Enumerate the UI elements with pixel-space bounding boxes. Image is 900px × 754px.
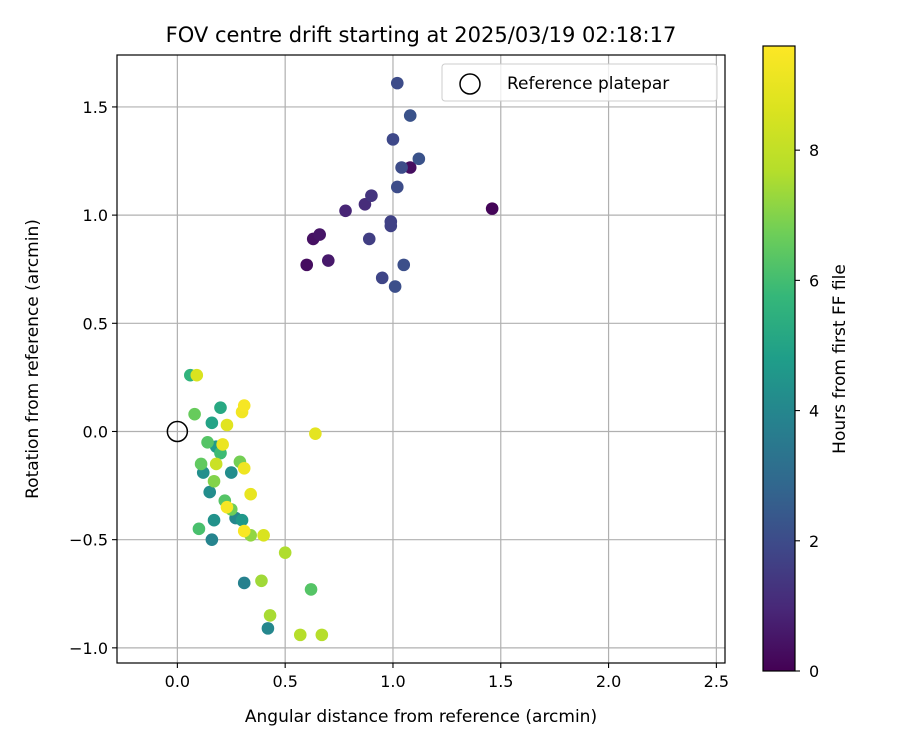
x-tick-label: 0.5	[272, 672, 297, 691]
data-point	[237, 524, 251, 538]
y-axis-ticks: −1.0 −0.5 0.0 0.5 1.0 1.5	[69, 98, 117, 658]
data-point	[216, 438, 229, 451]
colorbar-tick-label: 6	[809, 271, 819, 290]
data-point	[315, 628, 329, 642]
data-point	[220, 418, 234, 432]
data-point	[235, 513, 249, 527]
colorbar-gradient	[763, 46, 795, 671]
colorbar-tick-label: 8	[809, 141, 819, 160]
legend-box	[441, 63, 718, 102]
data-point	[244, 487, 257, 501]
data-point	[190, 368, 204, 382]
data-point	[188, 407, 201, 421]
data-point	[293, 628, 307, 642]
data-point	[358, 197, 372, 211]
x-tick-label: 2.0	[596, 672, 621, 691]
legend-label: Reference platepar	[507, 74, 669, 94]
data-point	[365, 189, 378, 202]
reference-platepar-marker	[166, 420, 189, 443]
y-tick-label: −0.5	[69, 531, 108, 550]
colorbar: 0 2 4 6 8 Hours from first FF file	[762, 45, 850, 681]
y-tick-label: −1.0	[69, 639, 108, 658]
y-tick-label: 0.5	[83, 314, 108, 333]
data-point	[397, 258, 411, 272]
data-point	[207, 474, 221, 488]
data-point	[201, 436, 214, 449]
legend: Reference platepar	[441, 63, 718, 102]
data-point	[384, 219, 398, 233]
data-point	[412, 152, 426, 166]
legend-marker-icon	[459, 73, 481, 95]
plot-frame	[116, 54, 726, 664]
data-point	[375, 271, 389, 285]
data-point	[339, 204, 352, 218]
y-tick-label: 1.5	[83, 98, 108, 117]
data-point	[321, 254, 335, 267]
data-point	[224, 466, 238, 479]
grid-lines	[117, 55, 725, 663]
x-tick-label: 2.5	[704, 672, 729, 691]
data-point	[205, 416, 219, 430]
x-tick-label: 1.5	[488, 672, 513, 691]
data-point	[255, 574, 268, 588]
colorbar-label: Hours from first FF file	[830, 264, 850, 454]
data-point	[300, 258, 314, 272]
y-axis-label: Rotation from reference (arcmin)	[23, 219, 43, 499]
colorbar-frame	[762, 45, 796, 672]
data-point	[194, 457, 208, 471]
data-point	[237, 576, 251, 590]
data-point	[257, 529, 270, 542]
data-point	[388, 280, 402, 293]
colorbar-ticks: 0 2 4 6 8	[795, 141, 819, 681]
y-tick-label: 1.0	[83, 206, 108, 225]
data-point	[304, 583, 318, 596]
colorbar-tick-label: 4	[809, 402, 819, 421]
y-tick-label: 0.0	[83, 422, 108, 441]
data-point	[386, 133, 400, 146]
data-point	[192, 522, 206, 536]
data-point	[403, 109, 417, 122]
data-point	[237, 399, 251, 412]
x-axis-label: Angular distance from reference (arcmin)	[245, 707, 597, 727]
data-point	[214, 401, 227, 414]
data-point	[220, 500, 234, 514]
data-point	[207, 513, 221, 527]
chart-title: FOV centre drift starting at 2025/03/19 …	[166, 23, 677, 47]
data-point	[395, 161, 408, 174]
x-tick-label: 0.0	[165, 672, 190, 691]
data-point	[485, 202, 499, 215]
data-point	[390, 76, 404, 90]
data-point	[313, 228, 326, 241]
x-axis-ticks: 0.0 0.5 1.0 1.5 2.0 2.5	[165, 663, 729, 691]
colorbar-tick-label: 0	[809, 662, 819, 681]
data-point	[278, 546, 292, 559]
data-point	[261, 622, 275, 635]
colorbar-tick-label: 2	[809, 532, 819, 551]
data-point	[362, 232, 376, 246]
data-point	[309, 427, 322, 440]
data-point	[209, 457, 223, 471]
data-point	[403, 161, 417, 174]
data-points	[184, 76, 499, 642]
data-point	[205, 533, 219, 546]
data-point	[237, 461, 251, 475]
data-point	[390, 180, 404, 194]
data-point	[263, 609, 277, 622]
data-point	[203, 485, 217, 499]
x-tick-label: 1.0	[380, 672, 405, 691]
